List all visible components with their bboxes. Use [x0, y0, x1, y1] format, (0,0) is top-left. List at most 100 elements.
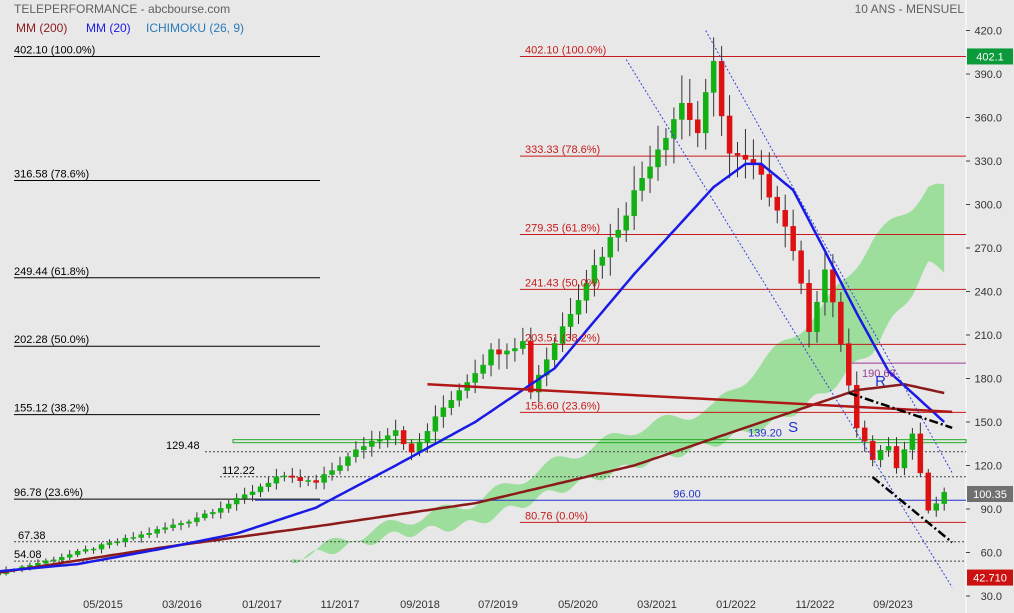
- annotation-s: S: [788, 419, 798, 436]
- candle-body: [313, 480, 319, 483]
- candle-body: [74, 551, 81, 555]
- candle-body: [901, 449, 908, 469]
- price-tag-label: 42.710: [973, 573, 1007, 585]
- ma20-line: [0, 162, 946, 573]
- candle-body: [297, 477, 303, 481]
- candle-body: [798, 250, 804, 284]
- candle-body: [321, 474, 327, 483]
- candle-body: [559, 326, 566, 344]
- fib-left-label: 155.12 (38.2%): [14, 403, 89, 415]
- fib-left-label: 54.08: [14, 549, 42, 561]
- fib-right-label: 333.33 (78.6%): [525, 144, 600, 156]
- candle-body: [718, 61, 725, 117]
- wedge-upper-line: [848, 391, 953, 429]
- candle-body: [210, 512, 216, 515]
- candle-body: [790, 226, 796, 252]
- candle-body: [162, 527, 168, 530]
- x-tick-label: 03/2021: [637, 599, 677, 611]
- candle-body: [440, 407, 447, 417]
- candle-body: [536, 374, 542, 393]
- candle-body: [885, 446, 892, 451]
- fib-right-label: 241.43 (50.0%): [525, 277, 600, 289]
- candle-body: [607, 237, 614, 258]
- candle-body: [575, 300, 582, 315]
- fib-left-label: 402.10 (100.0%): [14, 44, 95, 56]
- candle-body: [846, 343, 852, 386]
- candle-body: [448, 400, 455, 408]
- candle-body: [257, 486, 264, 493]
- candle-body: [774, 196, 780, 211]
- candle-body: [861, 427, 868, 442]
- instrument-title: TELEPERFORMANCE - abcbourse.com: [14, 2, 231, 16]
- candle-body: [82, 549, 89, 552]
- candle-body: [233, 498, 240, 505]
- candle-body: [186, 521, 192, 524]
- dotted-level-label: 67.38: [18, 530, 46, 542]
- candle-body: [408, 443, 415, 453]
- y-tick-label: 210.0: [974, 330, 1002, 342]
- candle-body: [591, 265, 598, 284]
- candle-body: [400, 430, 407, 445]
- candle-body: [925, 472, 932, 511]
- price-tag-bg: [967, 569, 1013, 586]
- candle-body: [623, 215, 629, 231]
- x-tick-label: 11/2022: [796, 599, 835, 611]
- fib-right-label: 402.10 (100.0%): [525, 44, 606, 56]
- price-tag-bg: [967, 485, 1013, 502]
- candle-body: [289, 475, 296, 478]
- candle-body: [941, 492, 947, 504]
- fib-right-label: 203.51 (38.2%): [525, 332, 600, 344]
- candle-body: [273, 476, 280, 484]
- y-tick-label: 180.0: [974, 374, 1002, 386]
- candle-body: [178, 523, 184, 526]
- candle-body: [838, 301, 844, 344]
- candle-body: [146, 533, 152, 535]
- candle-body: [917, 433, 924, 474]
- x-tick-label: 07/2019: [478, 599, 518, 611]
- candle-body: [583, 282, 590, 301]
- x-tick-label: 05/2020: [558, 599, 598, 611]
- ichimoku-cloud: [292, 183, 945, 564]
- candle-body: [353, 449, 359, 457]
- candle-body: [734, 153, 741, 156]
- candle-body: [225, 503, 232, 509]
- candle-body: [726, 115, 733, 154]
- candle-body: [615, 229, 621, 238]
- candle-body: [520, 341, 526, 349]
- resistance-trendline: [427, 383, 953, 414]
- candle-body: [0, 573, 1, 576]
- candle-body: [90, 548, 97, 551]
- candle-body: [528, 341, 534, 393]
- candle-body: [281, 475, 288, 478]
- candle-body: [114, 541, 121, 544]
- price-tag-bg: [967, 48, 1013, 65]
- y-tick-label: 420.0: [974, 26, 1002, 38]
- candle-body: [472, 373, 478, 383]
- x-tick-label: 05/2015: [83, 599, 123, 611]
- candle-body: [782, 210, 788, 227]
- candle-body: [265, 482, 272, 488]
- candle-body: [909, 433, 916, 450]
- channel-lower-line: [625, 59, 953, 588]
- price-tag-label: 100.35: [973, 489, 1007, 501]
- price-tag-label: 402.1: [976, 51, 1004, 63]
- candle-body: [869, 440, 876, 461]
- candle-body: [424, 431, 431, 443]
- candle-body: [361, 446, 367, 451]
- y-tick-label: 30.0: [981, 591, 1002, 603]
- legend-mm200: MM (200): [16, 21, 68, 35]
- candle-body: [830, 269, 836, 303]
- candle-body: [647, 166, 653, 179]
- y-tick-label: 270.0: [974, 243, 1002, 255]
- candle-body: [241, 494, 248, 499]
- y-tick-label: 60.0: [981, 548, 1002, 560]
- ma200-line: [0, 383, 945, 574]
- dotted-level-label: 129.48: [166, 440, 200, 452]
- candle-body: [695, 119, 701, 134]
- candle-body: [218, 508, 224, 513]
- candle-body: [671, 119, 677, 139]
- candle-body: [202, 513, 208, 519]
- y-tick-label: 360.0: [974, 113, 1002, 125]
- candle-body: [432, 416, 439, 432]
- candle-body: [66, 554, 73, 558]
